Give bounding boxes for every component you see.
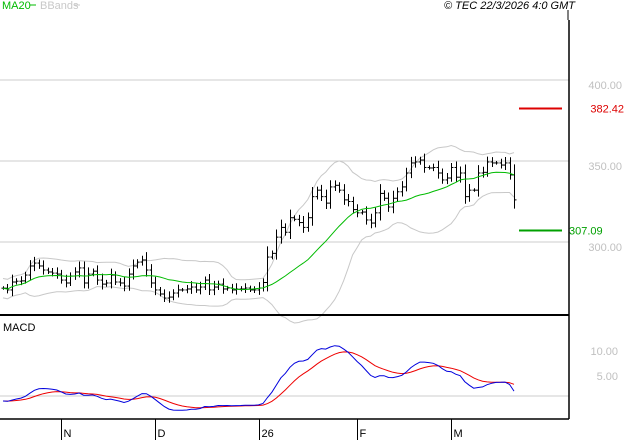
macd-line <box>2 345 515 411</box>
time-tick-label: N <box>64 428 72 440</box>
price-level-label: 382.42 <box>590 103 624 115</box>
bollinger-upper <box>2 144 515 281</box>
bollinger-lower <box>2 192 515 324</box>
copyright-timestamp: © TEC 22/3/2026 4:0 GMT <box>444 0 576 12</box>
legend-bbands: BBands <box>40 0 79 12</box>
ma20-line <box>2 171 515 291</box>
price-tick-label: 350.00 <box>588 161 622 173</box>
time-tick-label: F <box>360 428 367 440</box>
macd-signal-line <box>2 351 515 409</box>
price-level-label: 307.09 <box>569 226 603 238</box>
macd-tick-label: 10.00 <box>590 346 618 358</box>
time-tick-label: D <box>158 428 166 440</box>
macd-label: MACD <box>3 322 35 334</box>
price-tick-label: 300.00 <box>588 242 622 254</box>
time-tick-label: M <box>454 428 463 440</box>
time-tick-label: 26 <box>262 428 274 440</box>
price-tick-label: 400.00 <box>588 80 622 92</box>
macd-tick-label: 5.00 <box>597 371 618 383</box>
legend-ma20: MA20 <box>2 0 31 12</box>
